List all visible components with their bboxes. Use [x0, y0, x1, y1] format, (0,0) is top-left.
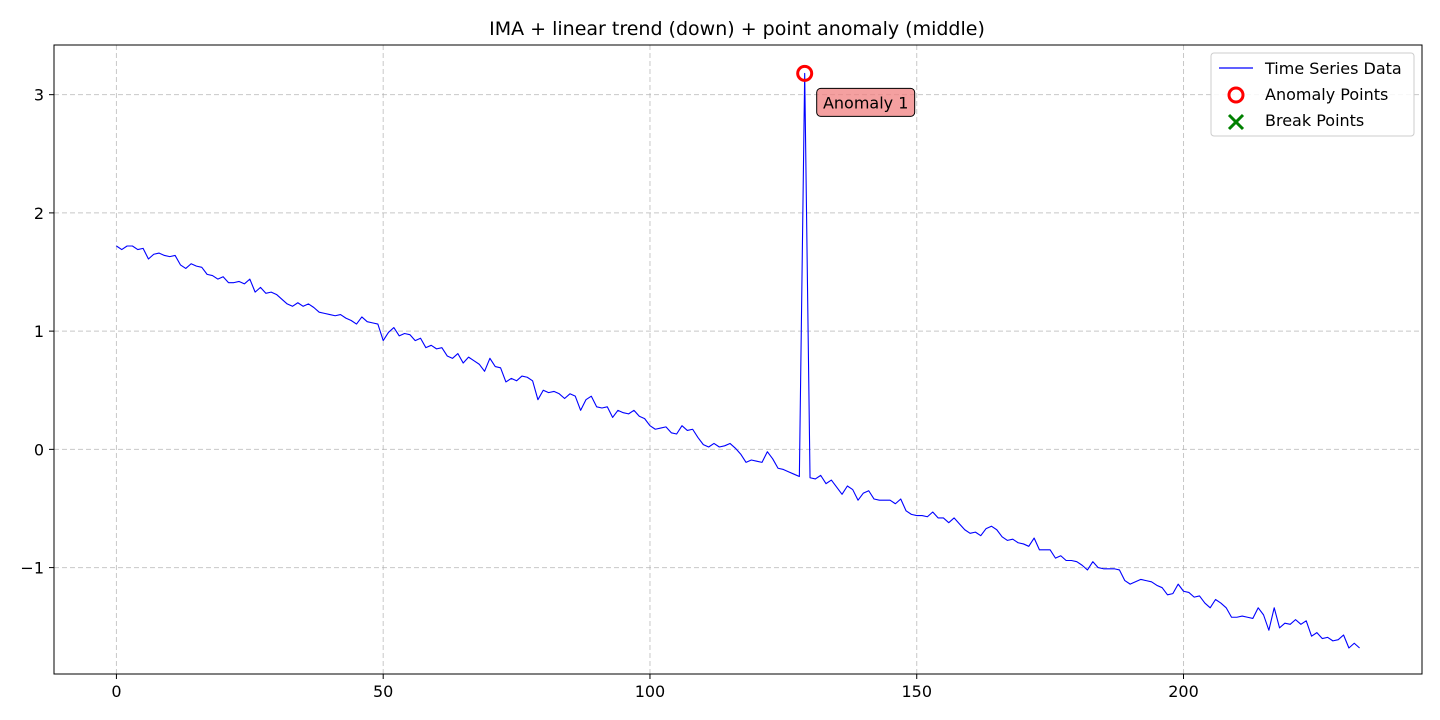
- y-tick-label: −1: [20, 559, 44, 578]
- chart-title: IMA + linear trend (down) + point anomal…: [489, 18, 985, 40]
- anomaly-label-box: [816, 87, 916, 117]
- anomaly-layer: Anomaly 1: [796, 64, 916, 117]
- legend-circle-marker: [1227, 86, 1245, 104]
- x-tick-label: 100: [635, 682, 666, 701]
- axis-ticks: 0 50 100 150 200 −1 0 1 2 3: [20, 86, 1198, 701]
- plot-frame: [53, 44, 1423, 675]
- y-tick-label: 3: [34, 86, 44, 105]
- legend-label-break-points: Break Points: [1265, 111, 1364, 130]
- grid: [54, 45, 1422, 674]
- legend: Time Series Data Anomaly Points Break Po…: [1210, 52, 1415, 137]
- legend-box: [1210, 52, 1415, 137]
- x-tick-label: 50: [373, 682, 393, 701]
- legend-label-anomaly-points: Anomaly Points: [1265, 85, 1388, 104]
- legend-x-marker: [1227, 113, 1245, 131]
- x-tick-label: 200: [1168, 682, 1199, 701]
- anomaly-label: Anomaly 1: [823, 93, 908, 112]
- y-tick-label: 2: [34, 204, 44, 223]
- x-tick-label: 0: [111, 682, 121, 701]
- y-tick-label: 1: [34, 322, 44, 341]
- legend-label-time-series: Time Series Data: [1264, 59, 1402, 78]
- series-layer: [116, 72, 1360, 649]
- x-tick-label: 150: [901, 682, 932, 701]
- y-tick-label: 0: [34, 440, 44, 459]
- anomaly-point: [796, 64, 814, 82]
- series-line: [116, 72, 1360, 649]
